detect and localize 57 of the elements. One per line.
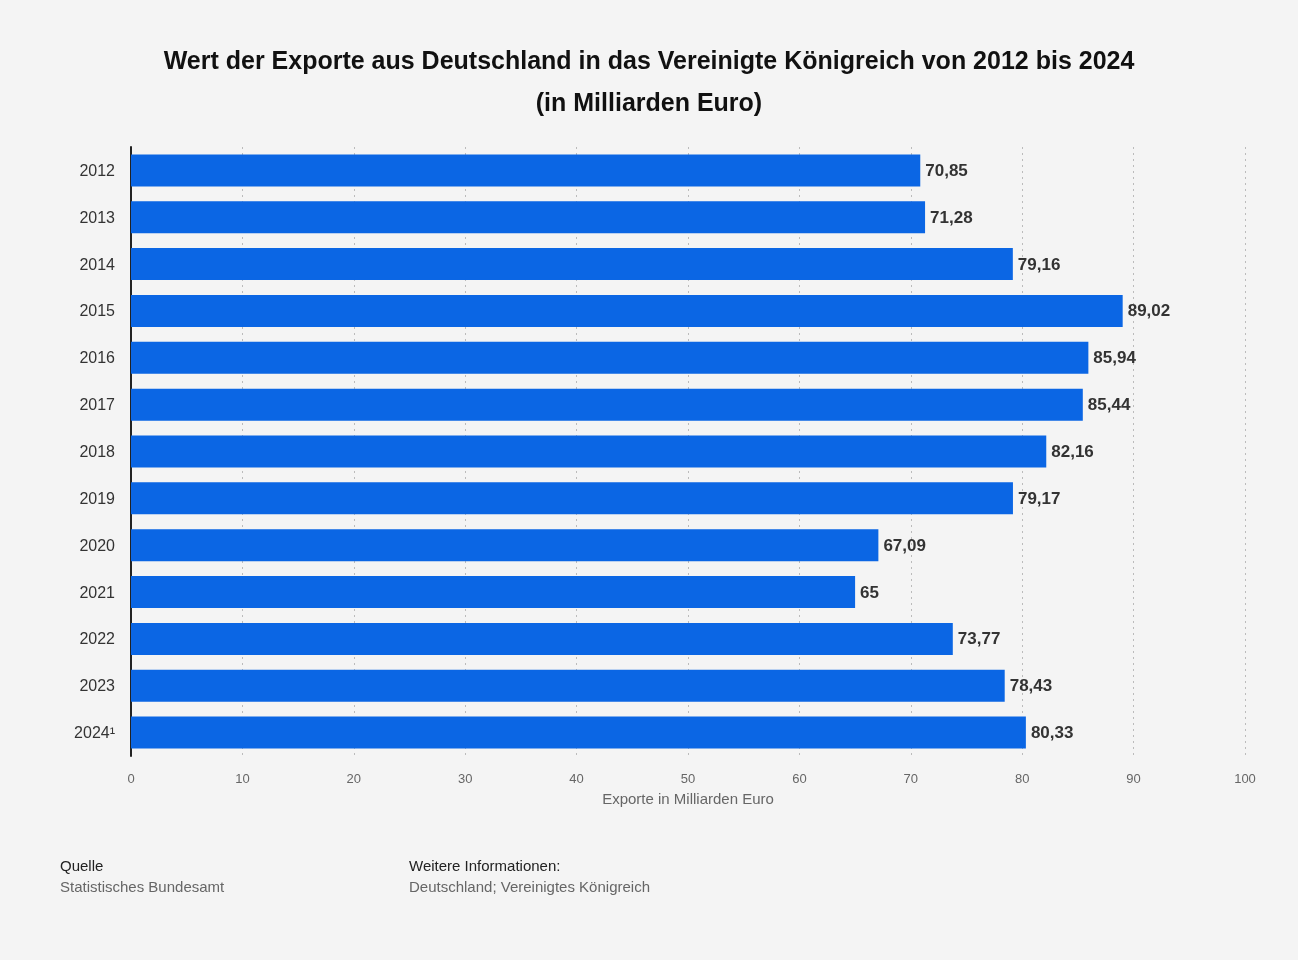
x-tick-label: 50 [680,771,696,786]
y-tick-label: 2017 [79,396,116,414]
data-label: 73,77 [957,629,1001,649]
data-label: 85,44 [1087,395,1131,415]
data-label: 85,94 [1093,348,1137,368]
y-tick-label: 2015 [79,302,116,320]
x-tick-label: 0 [127,771,135,786]
text: Quelle [60,857,104,874]
bar [131,248,1013,281]
bar [131,201,926,234]
x-axis-title: Exporte in Milliarden Euro [602,790,774,807]
bar [131,716,1026,749]
y-tick-label: 2021 [79,583,116,601]
x-tick-label: 100 [1234,771,1256,786]
text: Weitere Informationen: [409,857,561,874]
x-tick-label: 90 [1126,771,1141,786]
text: Deutschland; Vereinigtes Königreich [409,878,650,895]
data-label: 70,85 [925,160,968,180]
y-tick-label: 2023 [79,677,116,695]
data-label: 80,33 [1030,723,1074,743]
data-label: 78,43 [1009,676,1053,696]
x-tick-label: 70 [903,771,919,786]
chart-title: Wert der Exporte aus Deutschland in das Vereinigte Königreich von 2012 bis 2024 [163,45,1135,74]
y-tick-label: 2020 [79,536,116,554]
chart-subtitle: (in Milliarden Euro) [535,87,763,116]
bar [131,341,1089,374]
y-tick-label: 2014 [79,255,116,273]
data-label: 79,16 [1017,254,1061,274]
bar [131,294,1123,327]
data-label: 71,28 [930,207,973,227]
bar [131,482,1013,515]
bar [131,622,953,655]
y-tick-label: 2024¹ [74,724,115,742]
bar [131,154,921,187]
data-label: 82,16 [1051,442,1094,461]
bar [131,388,1083,421]
x-tick-label: 80 [1014,771,1030,786]
data-label: 67,09 [883,535,926,555]
bar [131,576,856,609]
data-label: 65 [860,582,880,602]
x-tick-label: 30 [457,771,473,786]
x-tick-label: 20 [346,771,362,786]
y-tick-label: 2022 [79,630,116,648]
y-tick-label: 2019 [79,489,116,507]
x-tick-label: 40 [569,771,584,786]
text: Statistisches Bundesamt [60,878,226,895]
y-tick-label: 2016 [79,349,116,367]
bar [131,669,1005,702]
y-tick-label: 2013 [79,208,116,226]
data-label: 89,02 [1127,301,1171,321]
x-tick-label: 10 [235,771,250,786]
data-label: 79,17 [1017,488,1061,508]
y-tick-label: 2012 [79,161,116,179]
bar [131,529,879,562]
bar [131,435,1047,468]
y-tick-label: 2018 [79,443,116,460]
x-tick-label: 60 [792,771,807,786]
